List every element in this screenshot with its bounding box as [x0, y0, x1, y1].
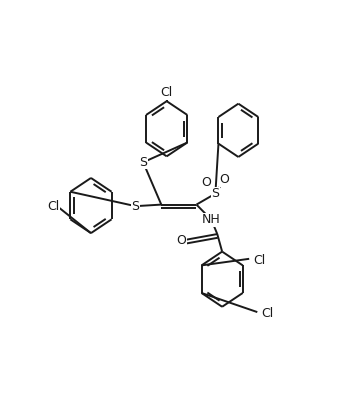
Text: O: O: [220, 173, 229, 186]
Text: O: O: [201, 177, 211, 190]
Text: O: O: [176, 234, 186, 247]
Text: S: S: [211, 187, 220, 200]
Text: S: S: [132, 200, 140, 213]
Text: Cl: Cl: [47, 200, 59, 213]
Text: S: S: [139, 156, 147, 169]
Text: NH: NH: [202, 213, 221, 226]
Text: Cl: Cl: [161, 86, 173, 99]
Text: Cl: Cl: [261, 307, 274, 320]
Text: Cl: Cl: [253, 254, 266, 267]
